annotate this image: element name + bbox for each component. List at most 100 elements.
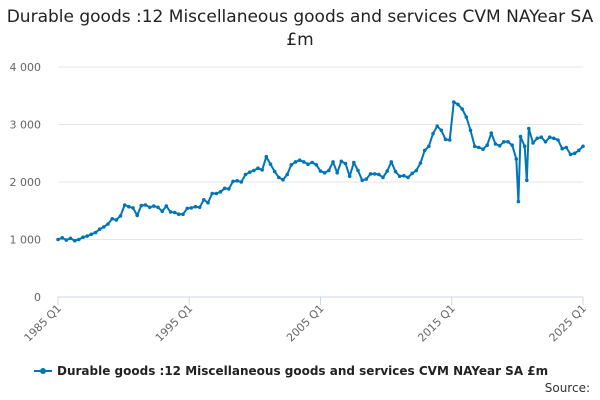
chart-legend[interactable]: Durable goods :12 Miscellaneous goods an… xyxy=(34,364,548,378)
data-point xyxy=(372,172,377,176)
data-point xyxy=(347,174,352,179)
data-point xyxy=(481,147,485,151)
data-point xyxy=(218,190,223,194)
data-point xyxy=(247,170,252,174)
data-point xyxy=(77,237,81,242)
x-tick-label: 1995 Q1 xyxy=(153,302,196,345)
data-point xyxy=(568,152,573,157)
data-point xyxy=(168,210,173,214)
x-tick-label: 2005 Q1 xyxy=(284,302,327,345)
data-point xyxy=(197,205,202,210)
data-point xyxy=(402,173,406,178)
data-point xyxy=(406,175,410,180)
data-point xyxy=(502,140,506,144)
data-point xyxy=(177,212,181,216)
data-point xyxy=(239,180,244,184)
data-point xyxy=(581,144,585,149)
data-point xyxy=(227,187,231,191)
data-point xyxy=(160,209,164,214)
x-tick-label: 2025 Q1 xyxy=(547,302,590,345)
data-point xyxy=(122,203,127,207)
data-point xyxy=(543,140,548,144)
data-point xyxy=(193,204,198,209)
data-point xyxy=(152,204,156,208)
data-point xyxy=(439,128,444,133)
data-point xyxy=(281,177,285,182)
data-point xyxy=(81,235,85,239)
data-point xyxy=(327,168,331,173)
data-point xyxy=(385,169,390,173)
data-point xyxy=(339,159,344,164)
data-point xyxy=(210,191,214,196)
data-point xyxy=(110,217,114,221)
data-point xyxy=(360,178,365,183)
data-point xyxy=(514,157,519,161)
data-point xyxy=(277,175,281,180)
data-point xyxy=(172,210,177,215)
data-point xyxy=(293,160,298,164)
data-point xyxy=(306,162,310,166)
data-point xyxy=(102,225,106,229)
data-point xyxy=(539,135,544,139)
data-point xyxy=(60,236,64,240)
data-point xyxy=(106,222,110,226)
data-point xyxy=(214,191,219,196)
data-point xyxy=(127,204,131,209)
data-point xyxy=(302,160,306,164)
data-point xyxy=(418,161,423,165)
data-point xyxy=(89,232,94,237)
data-point xyxy=(531,141,535,145)
data-point xyxy=(97,227,102,231)
data-point xyxy=(377,172,381,177)
data-point xyxy=(231,179,235,184)
data-point xyxy=(410,171,415,176)
data-point xyxy=(506,140,510,144)
data-point xyxy=(256,166,260,170)
legend-swatch xyxy=(34,368,52,374)
data-point xyxy=(297,158,302,162)
data-point xyxy=(381,175,385,180)
data-point xyxy=(131,206,135,210)
data-point xyxy=(143,203,148,207)
data-point xyxy=(322,171,327,175)
data-point xyxy=(414,168,419,173)
data-point xyxy=(135,213,139,218)
legend-label: Durable goods :12 Miscellaneous goods an… xyxy=(57,364,549,378)
data-point xyxy=(235,179,239,183)
data-point xyxy=(68,236,73,241)
data-point xyxy=(572,151,577,156)
data-point xyxy=(556,138,560,142)
data-point xyxy=(460,107,465,111)
data-point xyxy=(527,126,531,131)
data-point xyxy=(118,214,123,218)
y-tick-label: 4 000 xyxy=(10,61,42,74)
data-point xyxy=(85,234,89,238)
data-point xyxy=(72,238,77,243)
data-point xyxy=(468,128,473,133)
data-point xyxy=(489,131,494,135)
data-point xyxy=(472,144,477,149)
data-point xyxy=(264,154,269,159)
data-point xyxy=(422,148,427,153)
data-point xyxy=(435,124,440,128)
data-point xyxy=(393,169,398,174)
data-point xyxy=(343,161,348,166)
data-point xyxy=(552,136,556,141)
data-point xyxy=(510,143,514,147)
data-point xyxy=(443,137,448,142)
data-point xyxy=(447,138,452,142)
data-point xyxy=(485,143,490,147)
data-point xyxy=(535,136,539,141)
y-tick-label: 3 000 xyxy=(10,119,42,132)
data-point xyxy=(331,160,335,164)
data-point xyxy=(518,134,523,139)
data-point xyxy=(464,115,469,119)
data-point xyxy=(147,205,152,210)
x-tick-label: 1985 Q1 xyxy=(22,302,65,345)
data-point xyxy=(181,212,185,216)
data-point xyxy=(189,206,194,210)
data-point xyxy=(525,178,529,183)
data-point xyxy=(431,131,435,136)
x-tick-label: 2015 Q1 xyxy=(415,302,458,345)
